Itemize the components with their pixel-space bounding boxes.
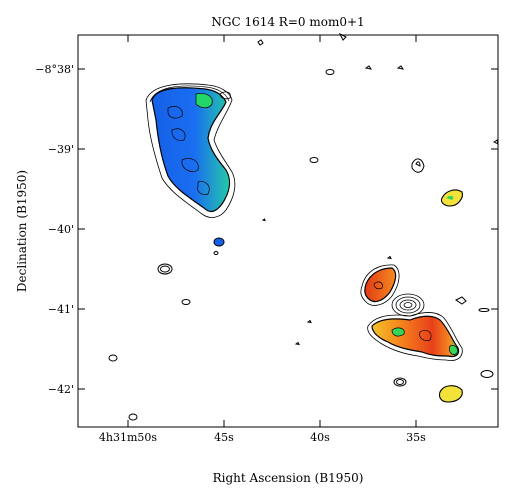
x-tick-label: 35s: [406, 431, 426, 444]
chart-title: NGC 1614 R=0 mom0+1: [211, 15, 364, 29]
x-tick-label: 4h31m50s: [99, 431, 158, 444]
x-axis-label: Right Ascension (B1950): [213, 471, 364, 485]
x-tick-label: 40s: [310, 431, 330, 444]
y-tick-label: −40': [48, 223, 74, 236]
y-tick-label: −39': [48, 143, 74, 156]
y-axis-label: Declination (B1950): [15, 170, 29, 292]
source-s-knot: [438, 385, 463, 403]
y-tick-label: −41': [48, 303, 74, 316]
source-nw-cloud: [145, 83, 236, 218]
source-se-north: [360, 264, 400, 306]
source-concentric: [391, 293, 425, 317]
y-tick-label: −42': [48, 383, 74, 396]
tick-marks: [78, 35, 498, 427]
x-tick-label: 45s: [214, 431, 234, 444]
scattered-contours: [108, 32, 499, 421]
source-se-south: [367, 312, 463, 361]
y-tick-label: −8°38': [35, 63, 74, 76]
source-small-blue: [213, 237, 225, 247]
plot-frame: [77, 34, 499, 428]
source-e-knot: [440, 189, 463, 207]
